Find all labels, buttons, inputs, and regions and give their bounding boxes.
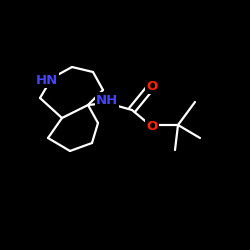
Text: O: O	[146, 80, 158, 92]
Text: NH: NH	[96, 94, 118, 106]
Text: O: O	[146, 120, 158, 134]
Text: HN: HN	[36, 74, 58, 86]
